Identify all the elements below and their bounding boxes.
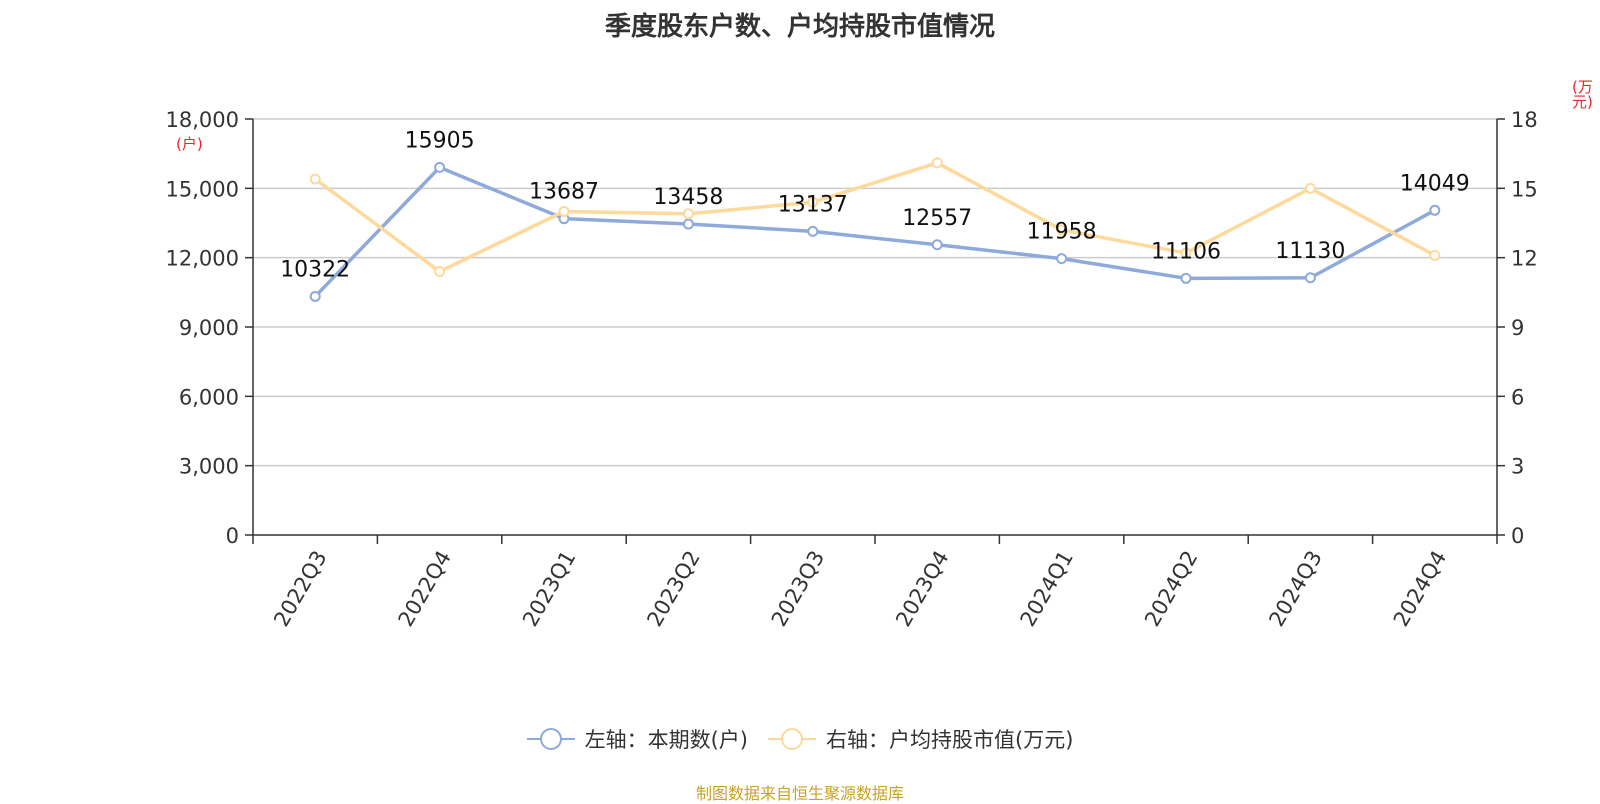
right-tick-label: 6 (1511, 385, 1524, 409)
legend: 左轴：本期数(户) 右轴：户均持股市值(万元) (0, 724, 1600, 754)
x-tick-label: 2022Q4 (394, 547, 456, 631)
axes: 0 0 3,000 3 6,000 6 9,000 9 12,000 12 15,000 15 18,0… (166, 108, 1538, 631)
left-tick-label: 6,000 (179, 385, 239, 409)
x-tick-label: 2023Q1 (518, 547, 580, 631)
legend-marker-yellow-icon (768, 728, 816, 750)
data-label: 11130 (1275, 239, 1345, 264)
data-point (434, 161, 446, 173)
x-tick-label: 2022Q3 (269, 547, 331, 631)
legend-label-households: 左轴：本期数(户) (584, 728, 748, 752)
data-label: 13137 (778, 192, 848, 217)
source-note: 制图数据来自恒生聚源数据库 (695, 784, 904, 803)
legend-label-avg-value: 右轴：户均持股市值(万元) (826, 728, 1074, 752)
series-line-0 (313, 165, 1436, 298)
data-point (1056, 224, 1068, 236)
data-labels: 10322 15905 13687 13458 13137 12557 11958 11106… (280, 128, 1470, 282)
left-axis-unit: (户) (176, 135, 203, 153)
data-point (682, 208, 694, 220)
data-label: 11106 (1151, 239, 1221, 264)
data-point (1056, 253, 1068, 265)
data-point (558, 205, 570, 217)
x-tick-label: 2023Q2 (642, 547, 704, 631)
left-tick-label: 12,000 (166, 247, 239, 271)
data-point (807, 196, 819, 208)
data-point (1304, 182, 1316, 194)
data-label: 14049 (1400, 171, 1470, 196)
legend-item-households[interactable]: 左轴：本期数(户) (526, 724, 748, 754)
data-point (931, 157, 943, 169)
left-tick-label: 15,000 (166, 177, 239, 201)
legend-marker-blue-icon (526, 728, 575, 750)
right-tick-label: 0 (1511, 524, 1524, 548)
grid-lines (253, 118, 1497, 467)
data-label: 10322 (280, 257, 350, 282)
right-tick-label: 12 (1511, 247, 1538, 271)
x-tick-label: 2024Q4 (1389, 547, 1451, 631)
data-label: 13458 (653, 185, 723, 210)
series-lines (309, 157, 1441, 302)
left-tick-label: 18,000 (166, 108, 239, 132)
data-label: 13687 (529, 180, 599, 205)
left-tick-label: 0 (226, 524, 239, 548)
data-point (1180, 272, 1192, 284)
data-label: 15905 (405, 128, 475, 153)
data-point (807, 225, 819, 237)
data-point (682, 218, 694, 230)
x-tick-label: 2024Q3 (1264, 547, 1326, 631)
data-point (1429, 249, 1441, 261)
legend-item-avg-value[interactable]: 右轴：户均持股市值(万元) (768, 724, 1073, 754)
left-tick-label: 3,000 (179, 455, 239, 479)
x-tick-label: 2023Q3 (767, 547, 829, 631)
data-point (309, 290, 321, 302)
data-point (434, 266, 446, 278)
data-point (1304, 272, 1316, 284)
right-tick-label: 18 (1511, 108, 1538, 132)
x-tick-label: 2023Q4 (891, 547, 953, 631)
left-tick-label: 9,000 (179, 316, 239, 340)
data-point (309, 173, 321, 185)
series-line-1 (314, 161, 1436, 274)
chart-title: 季度股东户数、户均持股市值情况 (604, 12, 995, 42)
data-point (1180, 247, 1192, 259)
data-point (1429, 204, 1441, 216)
right-tick-label: 9 (1511, 316, 1524, 340)
right-tick-label: 15 (1511, 177, 1538, 201)
data-point (931, 239, 943, 251)
data-label: 11958 (1027, 220, 1097, 245)
x-tick-label: 2024Q2 (1140, 547, 1202, 631)
data-label: 12557 (902, 206, 972, 231)
right-tick-label: 3 (1511, 455, 1524, 479)
right-axis-unit: (万元) (1572, 78, 1593, 111)
x-tick-label: 2024Q1 (1016, 547, 1078, 631)
